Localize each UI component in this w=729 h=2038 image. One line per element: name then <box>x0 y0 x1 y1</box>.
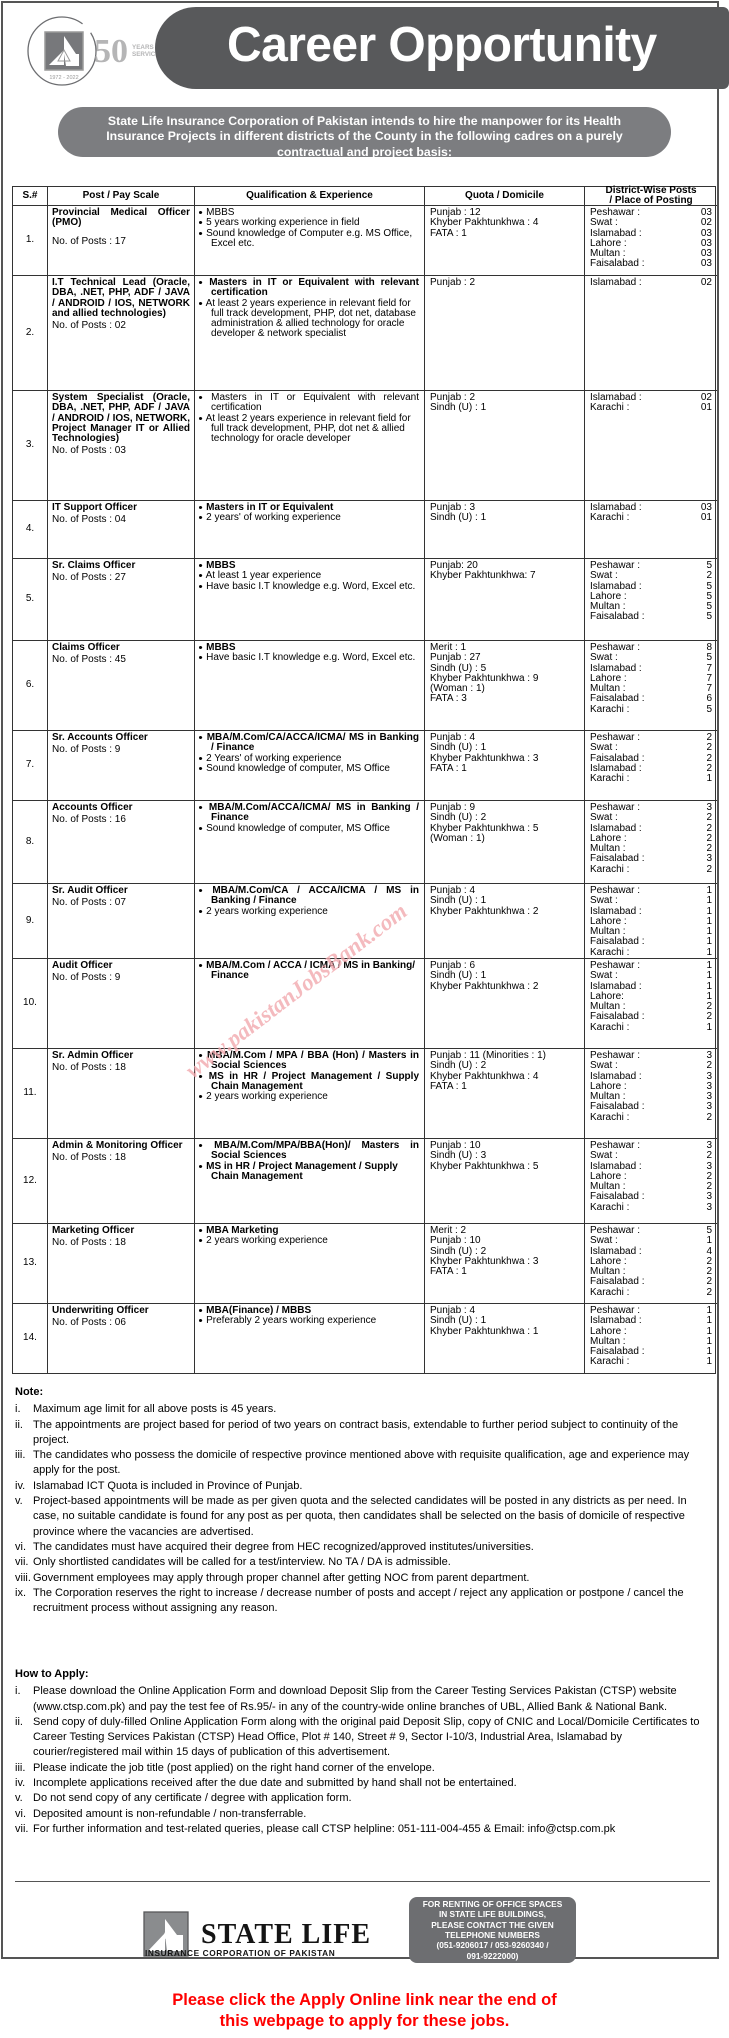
svg-text:STATE LIFE: STATE LIFE <box>201 1919 371 1950</box>
svg-text:50: 50 <box>94 33 128 70</box>
svg-text:1972 - 2022: 1972 - 2022 <box>49 75 78 81</box>
svg-text:INSURANCE CORPORATION OF PAKIS: INSURANCE CORPORATION OF PAKISTAN <box>145 1948 335 1957</box>
